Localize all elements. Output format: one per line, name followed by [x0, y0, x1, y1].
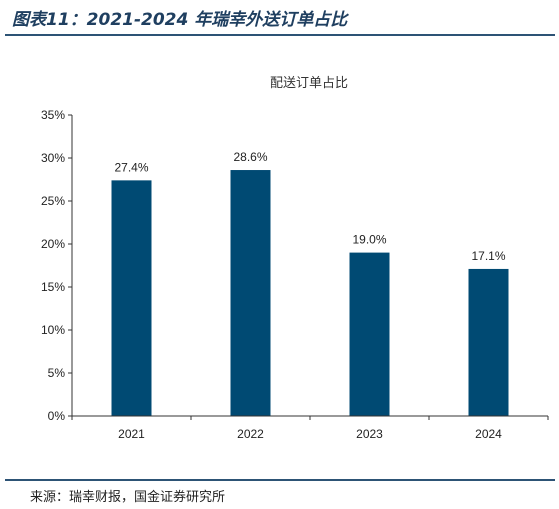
data-label-2022: 28.6% [233, 150, 267, 164]
x-tick-label-2023: 2023 [356, 427, 383, 441]
x-tick-label-2021: 2021 [118, 427, 145, 441]
figure-title: 图表11：2021-2024 年瑞幸外送订单占比 [12, 10, 348, 30]
y-axis: 0% 5% 10% 15% 20% 25% 30% 35% [41, 108, 73, 423]
x-tick-label-2024: 2024 [475, 427, 502, 441]
bar-2023 [349, 252, 390, 416]
x-tick-label-2022: 2022 [237, 427, 264, 441]
source-note: 来源：瑞幸财报，国金证券研究所 [30, 490, 226, 505]
bar-2021 [111, 180, 152, 416]
data-label-2024: 17.1% [471, 249, 505, 263]
y-tick-label: 5% [48, 366, 66, 380]
x-axis: 2021 2022 2023 2024 [71, 415, 549, 441]
y-tick-label: 20% [41, 237, 65, 251]
chart-title: 配送订单占比 [270, 75, 348, 90]
data-label-2023: 19.0% [352, 233, 386, 247]
y-tick-label: 35% [41, 108, 65, 122]
data-label-2021: 27.4% [114, 160, 148, 174]
title-divider [5, 34, 555, 36]
y-tick-label: 0% [48, 409, 66, 423]
y-tick-label: 30% [41, 151, 65, 165]
bars: 27.4% 28.6% 19.0% 17.1% [111, 150, 509, 416]
y-tick-label: 10% [41, 323, 65, 337]
source-divider [5, 479, 555, 481]
y-tick-label: 15% [41, 280, 65, 294]
bar-chart: 配送订单占比 0% 5% 10% 15% 20% 25% 30% 35% 27.4% 28.6%… [41, 75, 549, 441]
bar-2022 [230, 170, 271, 416]
y-tick-label: 25% [41, 194, 65, 208]
bar-2024 [468, 268, 509, 416]
